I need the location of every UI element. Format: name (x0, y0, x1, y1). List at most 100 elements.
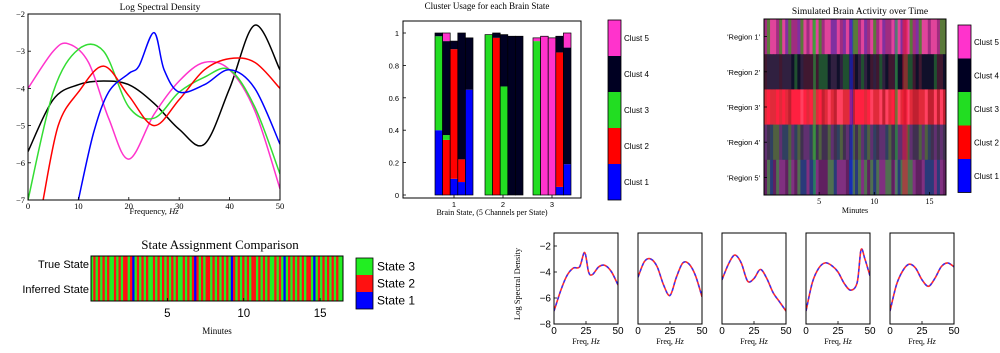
heat-cell (776, 54, 780, 90)
log-spectral-density-chart: Log Spectral Density 0 10 20 30 40 50 −7 −6 −5 −… (16, 3, 284, 216)
heat-cell (861, 124, 865, 161)
heat-cell (773, 19, 777, 55)
state-stripe (178, 256, 181, 301)
heat-cell (942, 124, 946, 161)
heat-cell (833, 124, 838, 161)
heat-cell (933, 19, 938, 55)
state-stripe (164, 256, 167, 301)
chart-title: Simulated Brain Activity over Time (792, 7, 928, 17)
state-stripe (182, 256, 186, 301)
heat-cell (827, 159, 832, 195)
heat-cell (812, 159, 816, 195)
state-stripe (306, 256, 309, 301)
y-tick-label: −6 (16, 158, 25, 168)
heat-cell (800, 159, 804, 195)
state-stripe (141, 256, 144, 301)
state-stripe (219, 256, 222, 301)
row-label: 'Region 4' (727, 138, 760, 147)
heat-cell (909, 89, 914, 125)
heat-cell (842, 159, 847, 195)
heat-cell (927, 19, 932, 55)
state-stripe (230, 256, 234, 301)
state-stripe (228, 256, 232, 301)
spectrum-true-line (890, 262, 954, 312)
y-tick-label: −7 (16, 195, 25, 205)
row-label: Inferred State (22, 284, 89, 296)
heat-cell (785, 54, 789, 90)
spectrum-inferred-line (890, 262, 954, 312)
heat-cell (942, 89, 946, 125)
bar-segment-clust-2 (555, 52, 564, 187)
x-tick-label: 0 (551, 326, 557, 337)
heat-cell (933, 159, 938, 195)
heat-cell (873, 159, 877, 195)
heat-cell (800, 124, 804, 161)
heat-cell (797, 54, 801, 90)
state-stripe (194, 256, 197, 301)
heat-cell (773, 54, 777, 90)
heat-cell (939, 89, 944, 125)
heat-cell (861, 19, 865, 55)
plot-frame (90, 255, 344, 302)
heat-cell (903, 19, 907, 55)
heat-cell (809, 19, 813, 55)
x-tick-label: 5 (164, 308, 170, 320)
heat-cell (903, 159, 907, 195)
heat-cell (861, 89, 865, 125)
y-axis-label: Log Spectral Density (512, 247, 522, 320)
state-stripe (207, 256, 211, 301)
heat-cell (864, 54, 868, 90)
heat-cell (779, 54, 783, 90)
heat-cell (818, 89, 823, 125)
state-stripe (168, 256, 172, 301)
heat-cell (894, 124, 898, 161)
heat-cell (803, 89, 807, 125)
x-tick-label: 0 (887, 326, 893, 337)
state-stripe (223, 256, 227, 301)
state-stripe (278, 256, 282, 301)
heat-cell (842, 54, 847, 90)
heat-cell (930, 89, 935, 125)
heat-cell (839, 124, 844, 161)
heat-cell (776, 89, 780, 125)
x-tick-label: 30 (175, 201, 184, 211)
heat-cell (924, 124, 929, 161)
heat-cell (827, 124, 832, 161)
state-stripe (276, 256, 280, 301)
heat-cell (800, 89, 804, 125)
spectrum-inferred-line (638, 257, 702, 297)
legend-swatch (958, 92, 971, 126)
heat-cell (903, 89, 907, 125)
spectrum-inferred-line (554, 251, 618, 312)
heat-cell (891, 159, 895, 195)
state-stripe (329, 256, 332, 301)
bar-segment-clust-3 (435, 36, 443, 131)
heat-cell (930, 19, 935, 55)
heat-cell (779, 159, 783, 195)
heat-cell (927, 54, 932, 90)
legend-swatch (608, 56, 621, 92)
heat-cell (903, 124, 907, 161)
heat-cell (824, 159, 829, 195)
x-axis-label: Minutes (842, 206, 868, 215)
heat-cell (942, 159, 946, 195)
heat-cell (906, 54, 910, 90)
heat-cell (812, 54, 816, 90)
heat-cell (930, 124, 935, 161)
x-tick-label: 25 (580, 326, 592, 337)
legend-swatch (608, 92, 621, 128)
heat-cell (806, 19, 810, 55)
heat-cell (821, 19, 826, 55)
state-stripe (189, 256, 193, 301)
x-tick-label: 40 (225, 201, 234, 211)
heat-cell (867, 19, 871, 55)
x-tick-label: 5 (817, 197, 821, 206)
heat-cell (851, 159, 856, 195)
heat-cell (912, 159, 917, 195)
heat-cell (776, 159, 780, 195)
heat-cell (909, 54, 914, 90)
heat-cell (915, 89, 920, 125)
state-stripe (102, 256, 106, 301)
x-tick-label: 25 (748, 326, 760, 337)
heat-cell (839, 19, 844, 55)
